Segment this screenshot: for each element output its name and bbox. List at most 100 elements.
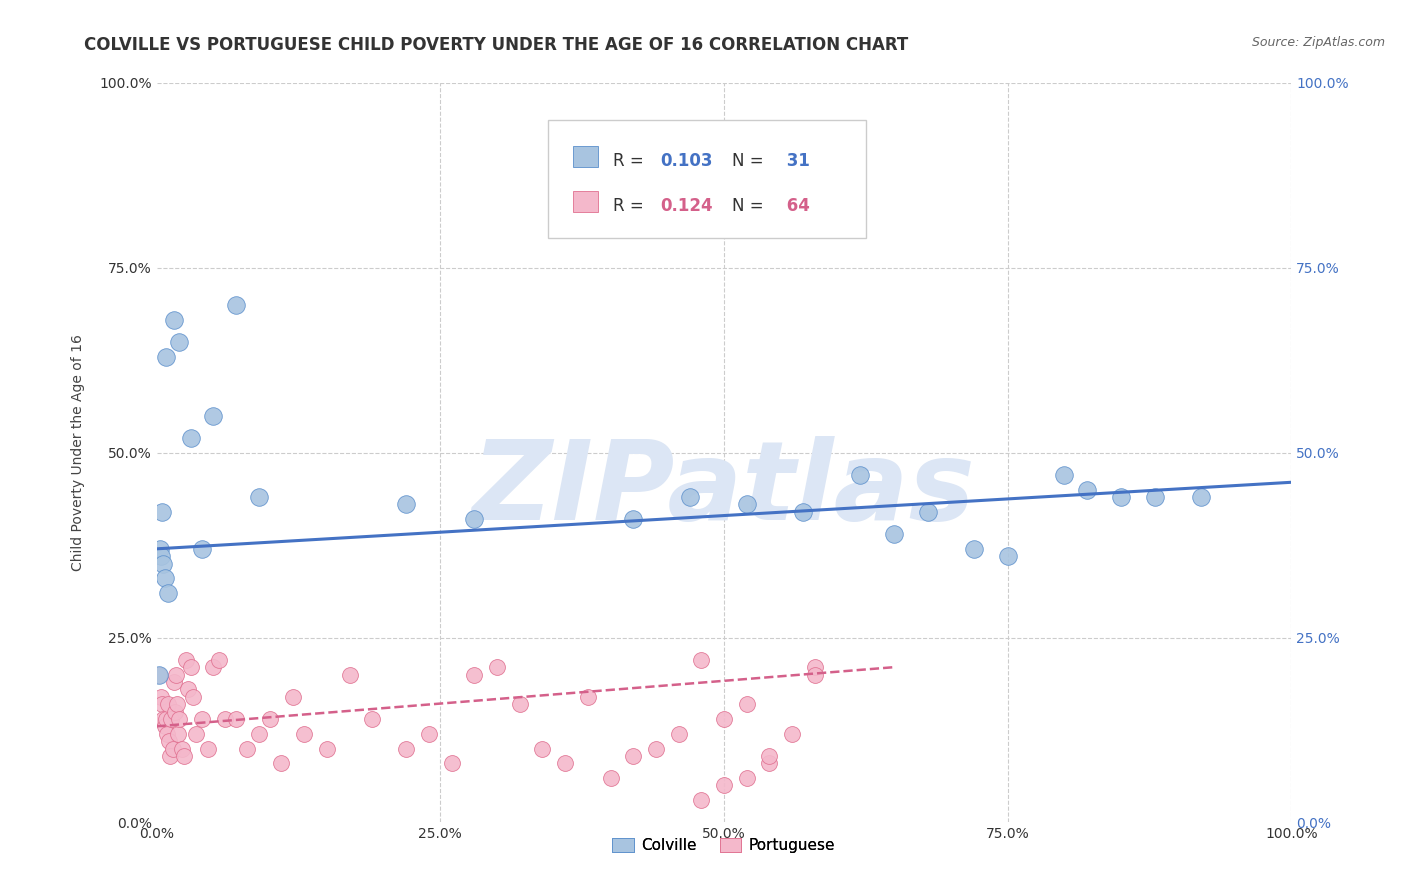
Point <box>159 748 181 763</box>
Point <box>150 690 173 704</box>
Point <box>395 498 418 512</box>
Point <box>599 771 621 785</box>
Point <box>690 653 713 667</box>
Text: R =: R = <box>613 152 648 169</box>
Point <box>148 667 170 681</box>
Point <box>997 549 1019 564</box>
Point <box>152 712 174 726</box>
Point <box>149 541 172 556</box>
Point <box>621 512 644 526</box>
Point <box>803 667 825 681</box>
Point <box>1144 490 1167 504</box>
Point <box>531 741 554 756</box>
Point <box>162 741 184 756</box>
Point <box>166 697 188 711</box>
Point <box>713 712 735 726</box>
Point <box>202 409 225 423</box>
Point <box>156 697 179 711</box>
Point <box>155 350 177 364</box>
FancyBboxPatch shape <box>574 191 598 212</box>
Point <box>173 748 195 763</box>
Point <box>156 727 179 741</box>
Point <box>169 712 191 726</box>
Point <box>208 653 231 667</box>
Point <box>713 779 735 793</box>
Point <box>186 727 208 741</box>
Point <box>162 312 184 326</box>
FancyBboxPatch shape <box>574 145 598 167</box>
Point <box>668 727 690 741</box>
Point <box>225 298 247 312</box>
Point <box>1109 490 1132 504</box>
Point <box>735 697 758 711</box>
Point <box>792 505 814 519</box>
Point <box>202 660 225 674</box>
Point <box>962 541 984 556</box>
Point <box>758 748 780 763</box>
Text: ZIPatlas: ZIPatlas <box>472 436 976 543</box>
Point <box>339 667 361 681</box>
Point <box>735 498 758 512</box>
Point <box>247 490 270 504</box>
Point <box>150 697 173 711</box>
Point <box>440 756 463 771</box>
Point <box>259 712 281 726</box>
Text: 0.103: 0.103 <box>661 152 713 169</box>
Point <box>177 682 200 697</box>
Text: R =: R = <box>613 197 648 215</box>
Point <box>150 549 173 564</box>
Point <box>849 467 872 482</box>
Point <box>150 505 173 519</box>
Text: N =: N = <box>733 197 769 215</box>
Point <box>225 712 247 726</box>
Legend: Colville, Portuguese: Colville, Portuguese <box>606 831 842 859</box>
Point <box>883 527 905 541</box>
Point <box>1189 490 1212 504</box>
Point <box>780 727 803 741</box>
Point <box>758 756 780 771</box>
Point <box>463 667 485 681</box>
Point <box>917 505 939 519</box>
Point <box>167 727 190 741</box>
Point <box>191 541 214 556</box>
Point <box>191 712 214 726</box>
Point <box>170 741 193 756</box>
Point <box>621 748 644 763</box>
Point <box>281 690 304 704</box>
Point <box>153 571 176 585</box>
Point <box>679 490 702 504</box>
Point <box>486 660 509 674</box>
Point <box>197 741 219 756</box>
Point <box>644 741 666 756</box>
Point <box>1053 467 1076 482</box>
Text: Source: ZipAtlas.com: Source: ZipAtlas.com <box>1251 36 1385 49</box>
Point <box>180 660 202 674</box>
Point <box>554 756 576 771</box>
Point <box>361 712 384 726</box>
Point <box>155 712 177 726</box>
Point <box>509 697 531 711</box>
Point <box>418 727 440 741</box>
Point <box>803 660 825 674</box>
Point <box>214 712 236 726</box>
Y-axis label: Child Poverty Under the Age of 16: Child Poverty Under the Age of 16 <box>72 334 86 571</box>
Point <box>157 734 180 748</box>
FancyBboxPatch shape <box>548 120 866 238</box>
Point <box>1076 483 1098 497</box>
Text: COLVILLE VS PORTUGUESE CHILD POVERTY UNDER THE AGE OF 16 CORRELATION CHART: COLVILLE VS PORTUGUESE CHILD POVERTY UND… <box>84 36 908 54</box>
Point <box>315 741 337 756</box>
Point <box>270 756 292 771</box>
Point <box>148 667 170 681</box>
Point <box>160 712 183 726</box>
Point <box>395 741 418 756</box>
Text: 31: 31 <box>780 152 810 169</box>
Point <box>169 334 191 349</box>
Point <box>156 586 179 600</box>
Point <box>180 431 202 445</box>
Point <box>163 705 186 719</box>
Point <box>162 675 184 690</box>
Point <box>165 667 187 681</box>
Point <box>463 512 485 526</box>
Point <box>292 727 315 741</box>
Point <box>576 690 599 704</box>
